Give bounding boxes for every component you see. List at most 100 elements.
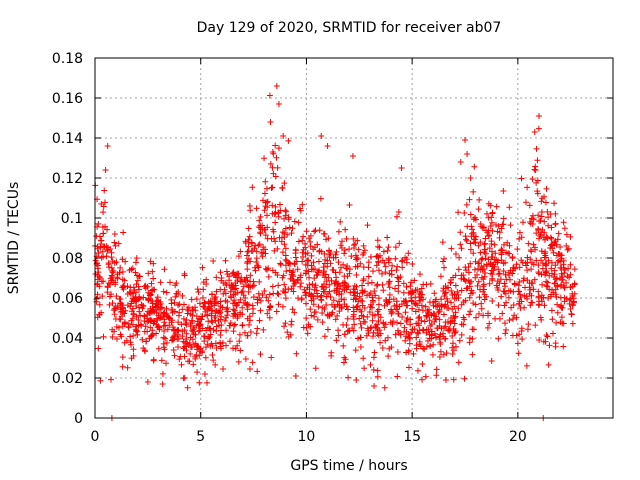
data-point	[398, 258, 405, 265]
data-point	[529, 221, 536, 228]
data-point	[491, 263, 498, 270]
data-point	[566, 300, 573, 307]
data-point	[119, 308, 126, 315]
data-point	[481, 291, 488, 298]
data-point	[115, 240, 122, 247]
data-point	[230, 291, 237, 298]
data-point	[519, 336, 526, 343]
data-point	[326, 288, 333, 295]
data-point	[148, 291, 155, 298]
data-point	[338, 245, 345, 252]
data-point	[178, 321, 185, 328]
data-point	[142, 348, 149, 355]
data-point	[557, 244, 564, 251]
data-point	[328, 277, 335, 284]
data-point	[365, 259, 372, 266]
data-point	[341, 331, 348, 338]
data-point	[535, 302, 542, 309]
data-point	[314, 316, 321, 323]
data-point	[466, 311, 473, 318]
data-point	[552, 276, 559, 283]
data-point	[326, 253, 333, 260]
data-point	[281, 241, 288, 248]
data-point	[336, 291, 343, 298]
data-point	[151, 286, 158, 293]
data-point	[138, 322, 145, 329]
data-point	[360, 242, 367, 249]
data-point	[530, 261, 537, 268]
data-point	[129, 315, 136, 322]
data-point	[148, 317, 155, 324]
data-point	[499, 221, 506, 228]
data-point	[359, 282, 366, 289]
data-point	[524, 267, 531, 274]
data-point	[313, 287, 320, 294]
data-point	[307, 243, 314, 250]
data-point	[381, 302, 388, 309]
data-point	[553, 319, 560, 326]
data-point	[272, 203, 279, 210]
data-point	[242, 356, 249, 363]
data-point	[471, 266, 478, 273]
data-point	[276, 201, 283, 208]
data-point	[455, 359, 462, 366]
data-point	[285, 333, 292, 340]
data-point	[523, 262, 530, 269]
data-point	[299, 258, 306, 265]
data-point	[532, 322, 539, 329]
data-point	[127, 284, 134, 291]
data-point	[130, 346, 137, 353]
data-point	[536, 233, 543, 240]
data-point	[449, 344, 456, 351]
data-point	[330, 254, 337, 261]
data-point	[461, 375, 468, 382]
data-point	[195, 288, 202, 295]
data-point	[246, 317, 253, 324]
data-point	[409, 260, 416, 267]
data-point	[567, 261, 574, 268]
data-point	[188, 296, 195, 303]
data-point	[468, 233, 475, 240]
data-point	[268, 354, 275, 361]
data-point	[333, 248, 340, 255]
data-point	[423, 326, 430, 333]
data-point	[99, 224, 106, 231]
data-point	[538, 271, 545, 278]
data-point	[421, 318, 428, 325]
data-point	[208, 317, 215, 324]
data-point	[524, 184, 531, 191]
data-point	[336, 302, 343, 309]
data-point	[451, 303, 458, 310]
data-point	[516, 264, 523, 271]
data-point	[260, 249, 267, 256]
y-tick-label: 0	[74, 411, 83, 427]
data-point	[240, 283, 247, 290]
data-point	[335, 332, 342, 339]
data-point	[332, 279, 339, 286]
data-point	[237, 278, 244, 285]
data-point	[153, 315, 160, 322]
data-point	[493, 282, 500, 289]
data-point	[281, 234, 288, 241]
data-point	[155, 297, 162, 304]
data-point	[139, 336, 146, 343]
data-point	[484, 229, 491, 236]
data-point	[369, 317, 376, 324]
data-point	[171, 299, 178, 306]
data-point	[136, 273, 143, 280]
data-point	[249, 359, 256, 366]
data-point	[333, 287, 340, 294]
data-point	[104, 284, 111, 291]
data-point	[371, 383, 378, 389]
data-point	[202, 354, 209, 361]
data-point	[374, 237, 381, 244]
data-point	[298, 280, 305, 287]
data-point	[141, 318, 148, 325]
chart-title: Day 129 of 2020, SRMTID for receiver ab0…	[197, 20, 502, 36]
data-point	[174, 344, 181, 351]
data-point	[395, 288, 402, 295]
data-point	[319, 319, 326, 326]
data-point	[565, 245, 572, 252]
data-point	[215, 300, 222, 307]
data-point	[538, 198, 545, 205]
